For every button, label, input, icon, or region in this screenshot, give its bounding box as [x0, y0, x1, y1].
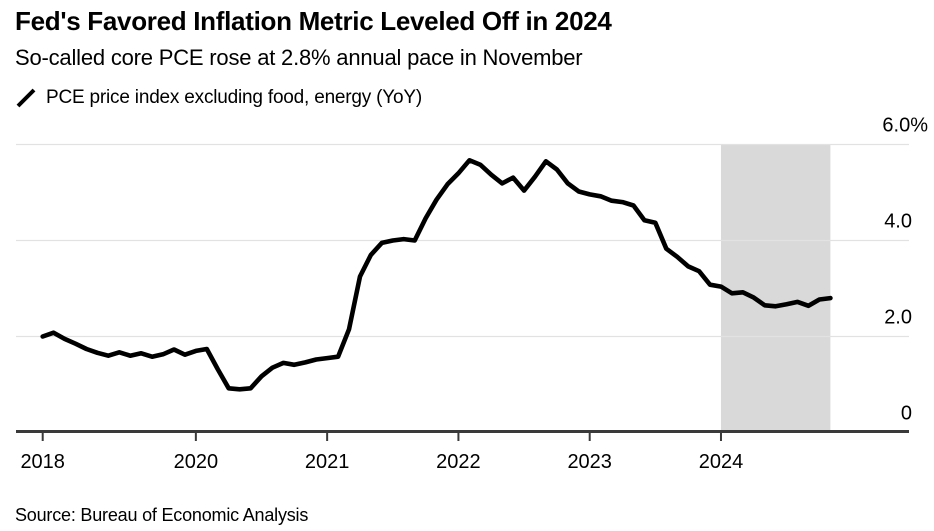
x-axis-label: 2023 — [567, 451, 612, 473]
x-axis-label: 2021 — [305, 451, 350, 473]
x-axis-label: 2020 — [174, 451, 219, 473]
legend-label: PCE price index excluding food, energy (… — [46, 87, 422, 108]
chart-subtitle: So-called core PCE rose at 2.8% annual p… — [15, 45, 583, 70]
x-axis-label: 2018 — [20, 451, 65, 473]
x-axis-label: 2024 — [699, 451, 744, 473]
highlight-band-2024 — [720, 144, 831, 430]
source-credit: Source: Bureau of Economic Analysis — [15, 505, 309, 525]
legend: PCE price index excluding food, energy (… — [16, 86, 422, 110]
pce-core-line — [40, 158, 833, 392]
y-axis-label: 4.0 — [884, 211, 912, 233]
x-axis-label: 2022 — [436, 451, 481, 473]
y-axis-label: 0 — [901, 403, 912, 425]
x-axis-line — [16, 430, 909, 433]
y-axis-label: 6.0% — [882, 115, 928, 137]
y-axis-label: 2.0 — [884, 307, 912, 329]
chart-title: Fed's Favored Inflation Metric Leveled O… — [15, 6, 612, 36]
line-series-slash-icon — [16, 87, 38, 109]
